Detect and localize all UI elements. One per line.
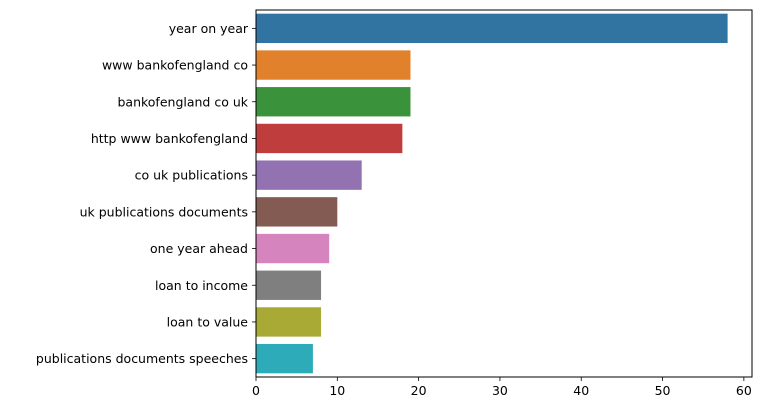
x-tick-label: 20: [411, 383, 427, 398]
category-label: http www bankofengland: [91, 131, 248, 146]
bar-bankofengland-co-uk: [256, 87, 411, 117]
category-label: loan to value: [167, 314, 249, 329]
bar-http-www-bankofengland: [256, 123, 403, 154]
bar-publications-documents-speeches: [256, 343, 313, 374]
x-tick-label: 30: [492, 383, 508, 398]
category-label: publications documents speeches: [36, 351, 248, 366]
bar-co-uk-publications: [256, 160, 362, 190]
category-label: co uk publications: [135, 168, 248, 183]
x-tick-label: 0: [252, 383, 260, 398]
bar-uk-publications-documents: [256, 197, 338, 227]
x-tick-label: 60: [736, 383, 752, 398]
bars: [256, 13, 728, 374]
category-label: www bankofengland co: [102, 58, 248, 73]
plot-frame: [255, 9, 753, 378]
category-label: loan to income: [155, 278, 248, 293]
category-labels: year on year www bankofengland co bankofen…: [36, 21, 256, 366]
x-tick-label: 40: [573, 383, 589, 398]
bar-loan-to-income: [256, 270, 322, 300]
x-tick-label: 10: [329, 383, 345, 398]
bar-year-on-year: [256, 13, 728, 44]
bar-www-bankofengland-co: [256, 50, 411, 80]
category-label: one year ahead: [150, 241, 248, 256]
x-axis-ticks: 0 10 20 30 40 50 60: [252, 377, 752, 398]
category-label: uk publications documents: [80, 204, 248, 219]
category-label: bankofengland co uk: [117, 94, 248, 109]
x-tick-label: 50: [655, 383, 671, 398]
bar-one-year-ahead: [256, 233, 330, 264]
category-label: year on year: [169, 21, 249, 36]
bar-loan-to-value: [256, 307, 322, 337]
